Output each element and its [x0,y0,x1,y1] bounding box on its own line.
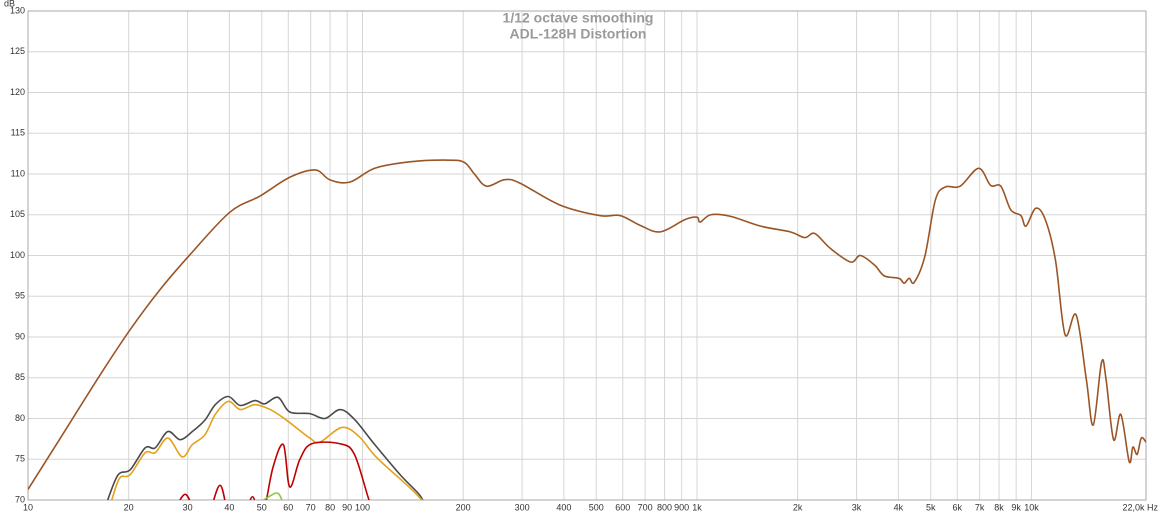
x-tick-label: 7k [975,502,985,512]
x-tick-label: 6k [953,502,963,512]
x-tick-label: 800 [657,502,672,512]
x-tick-label: 20 [124,502,134,512]
x-tick-label: 60 [283,502,293,512]
x-tick-label: 1k [692,502,702,512]
x-tick-label: 3k [852,502,862,512]
x-tick-label: 4k [894,502,904,512]
y-tick-label: 125 [10,46,25,56]
chart-title: 1/12 octave smoothing [503,10,654,26]
chart-subtitle: ADL-128H Distortion [510,26,647,42]
y-tick-label: 70 [15,494,25,504]
series-line [261,492,283,500]
series-line [106,395,424,500]
y-tick-label: 85 [15,372,25,382]
x-tick-label: 2k [793,502,803,512]
x-tick-label: 40 [224,502,234,512]
x-tick-label: 600 [615,502,630,512]
series-line [179,441,370,500]
x-tick-label: 10k [1024,502,1039,512]
x-tick-label: 300 [515,502,530,512]
x-tick-label: 8k [994,502,1004,512]
x-tick-label: 100 [355,502,370,512]
lines [28,159,1146,500]
x-tick-label: 200 [456,502,471,512]
y-tick-label: 130 [10,5,25,15]
x-tick-label: 90 [342,502,352,512]
x-tick-label: 70 [306,502,316,512]
y-tick-label: 95 [15,291,25,301]
x-tick-label: 400 [556,502,571,512]
x-tick-label: 500 [589,502,604,512]
x-tick-label: 5k [926,502,936,512]
y-axis-label: dB [4,0,15,8]
x-tick-label: 10 [23,502,33,512]
plot-frame [27,10,1147,501]
y-tick-label: 80 [15,413,25,423]
y-tick-label: 75 [15,454,25,464]
x-tick-label: 22,0k Hz [1122,502,1158,512]
x-tick-label: 900 [674,502,689,512]
series-line [111,400,424,500]
x-tick-label: 80 [325,502,335,512]
y-tick-label: 110 [11,168,25,178]
x-tick-label: 50 [257,502,267,512]
x-tick-label: 9k [1011,502,1021,512]
y-tick-label: 90 [15,331,25,341]
y-tick-label: 105 [10,209,25,219]
y-tick-label: 120 [10,87,25,97]
y-tick-label: 100 [10,250,25,260]
x-tick-label: 30 [183,502,193,512]
x-tick-label: 700 [638,502,653,512]
y-tick-label: 115 [11,128,25,138]
series-line [28,159,1146,490]
